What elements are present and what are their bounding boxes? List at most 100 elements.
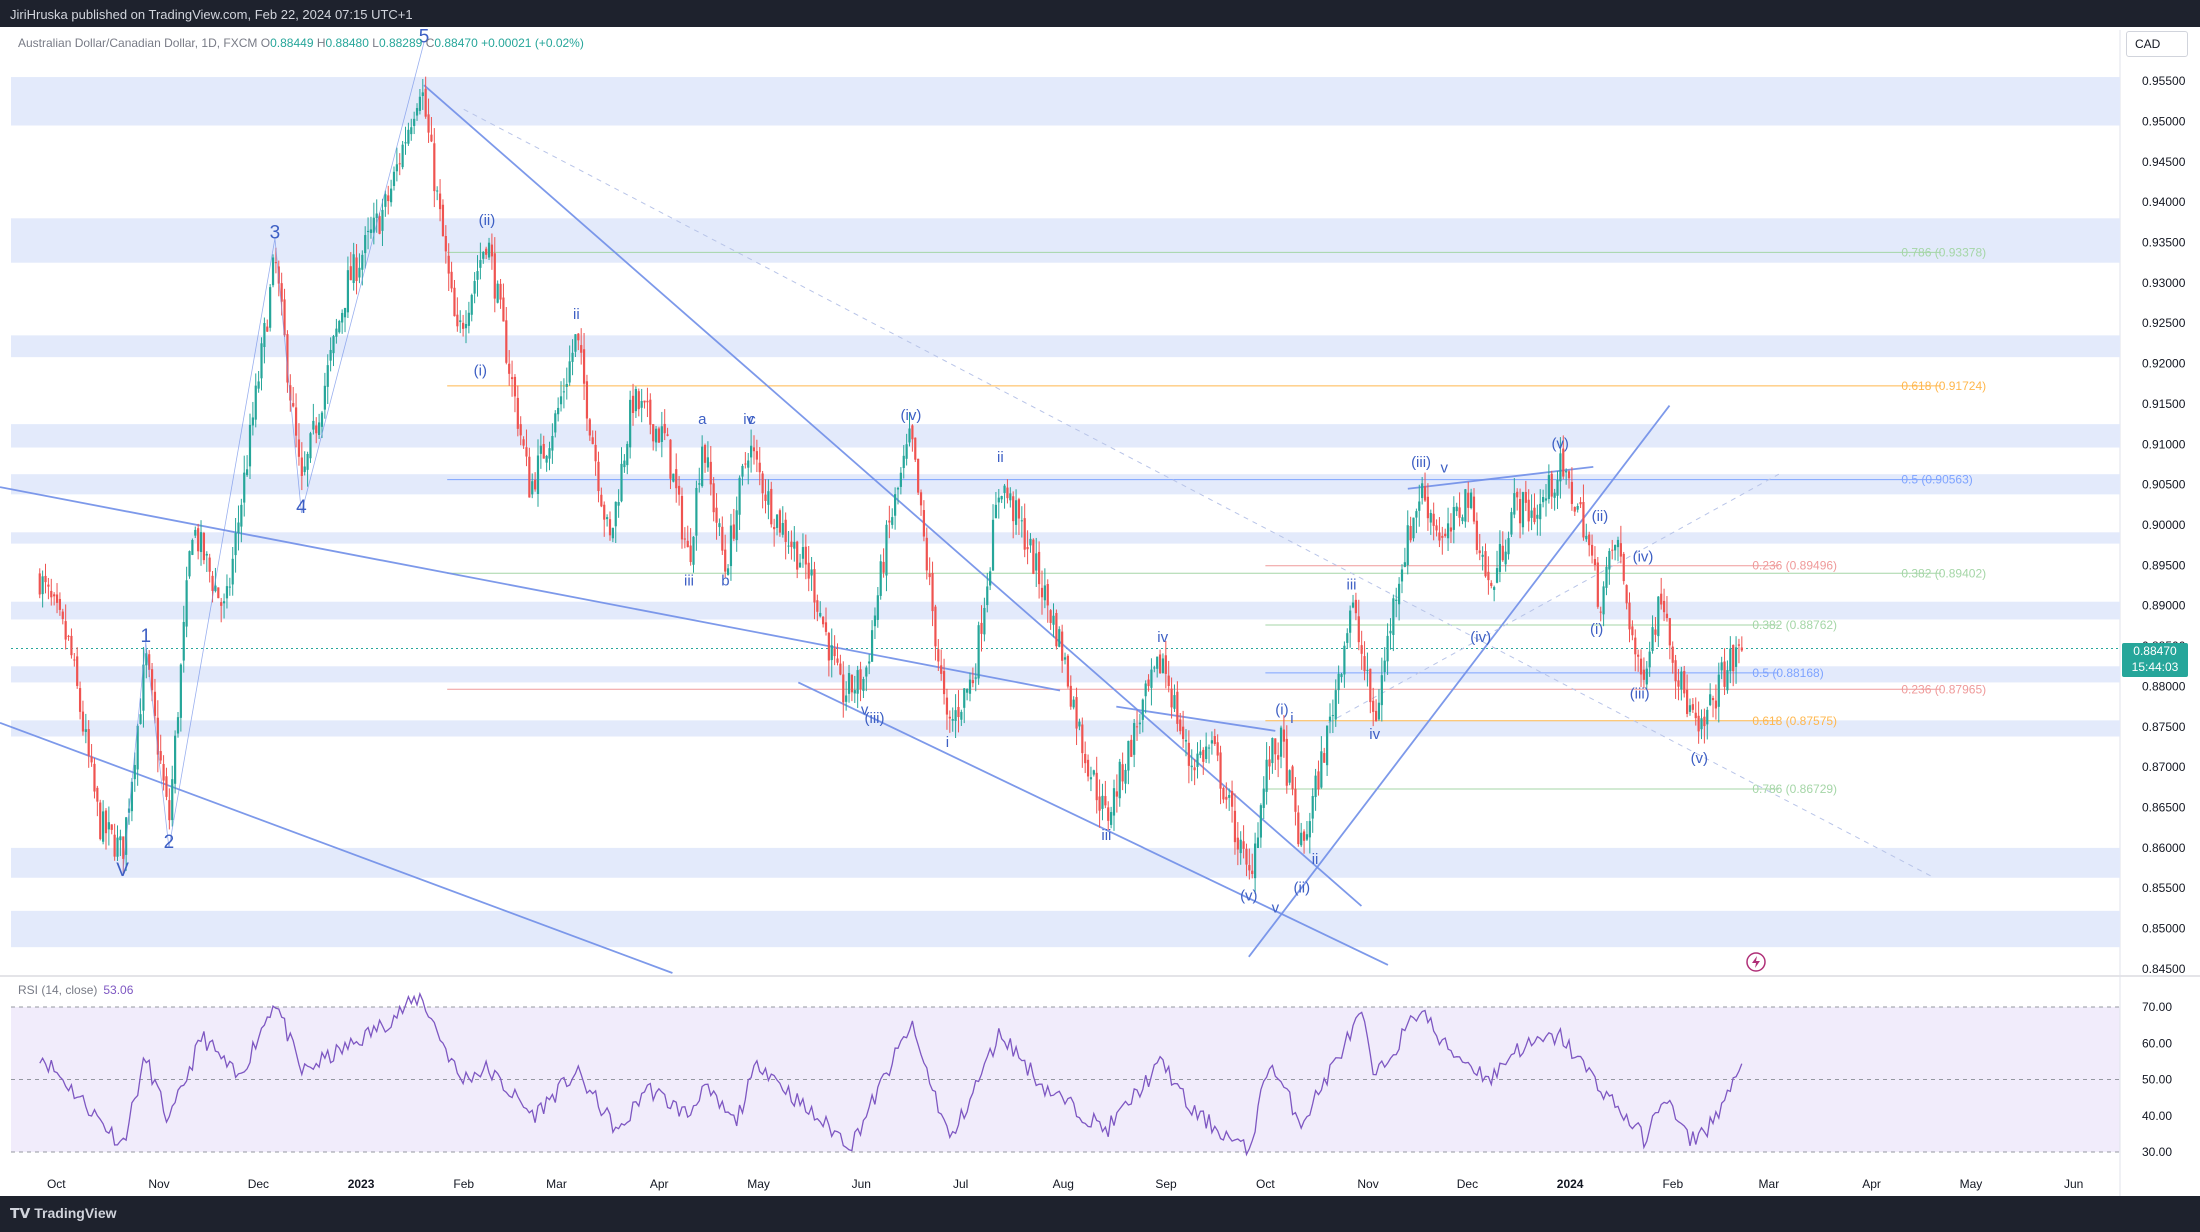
elliott-wave-label: (v) — [1691, 750, 1709, 767]
candle-body — [1164, 655, 1167, 674]
candle-body — [231, 558, 234, 585]
candle-body — [110, 824, 113, 830]
candle-body — [611, 527, 614, 539]
candle-body — [528, 456, 531, 498]
elliott-wave-label: 2 — [164, 832, 175, 853]
fib-level-label: 0.382 (0.88762) — [1752, 618, 1837, 632]
candle-body — [1285, 738, 1288, 786]
candle-body — [1654, 629, 1657, 635]
price-tick-label: 0.90000 — [2142, 518, 2186, 532]
candle-body — [1187, 742, 1190, 766]
candle-body — [418, 96, 422, 111]
candle-body — [462, 322, 465, 329]
candle-body — [1372, 700, 1375, 712]
rsi-line — [39, 991, 1743, 1157]
footer-bar: 𝗧𝗩 TradingView — [0, 1196, 2200, 1232]
elliott-wave-label: (iv) — [901, 407, 922, 424]
candle-body — [562, 391, 566, 393]
candle-body — [1084, 753, 1087, 764]
elliott-wave-label: 4 — [296, 497, 307, 518]
elliott-wave-label: iii — [1101, 827, 1111, 844]
candle-body — [833, 648, 836, 657]
candle-body — [1446, 523, 1450, 539]
candle-body — [237, 522, 240, 534]
candle-body — [1562, 448, 1565, 477]
candle-body — [116, 837, 119, 857]
candle-body — [1475, 520, 1478, 551]
support-resistance-zone — [11, 666, 2120, 683]
candle-body — [764, 494, 767, 501]
close-label: C — [425, 36, 435, 50]
candle-body — [1498, 544, 1502, 572]
tradingview-logo[interactable]: 𝗧𝗩 TradingView — [10, 1205, 117, 1222]
candle-body — [1170, 688, 1173, 708]
candle-body — [1573, 507, 1576, 512]
candle-body — [1121, 764, 1124, 782]
candle-body — [220, 602, 223, 606]
candle-body — [1112, 788, 1116, 816]
candle-body — [1464, 489, 1467, 522]
elliott-wave-label: (iv) — [1470, 629, 1491, 646]
candle-body — [355, 257, 358, 281]
candle-body — [122, 836, 125, 859]
candle-body — [784, 519, 787, 542]
chart-canvas[interactable]: 0.786 (0.93378) 0.618 (0.91724) 0.5 (0.905… — [0, 27, 2200, 1196]
candle-body — [531, 481, 534, 495]
candle-body — [1055, 612, 1058, 647]
currency-button[interactable]: CAD — [2126, 31, 2188, 57]
candle-body — [551, 435, 554, 451]
candle-body — [709, 461, 712, 485]
candle-body — [176, 717, 180, 734]
candle-body — [1317, 771, 1320, 790]
candle-body — [931, 572, 934, 612]
candle-body — [41, 576, 44, 595]
candle-body — [1691, 704, 1694, 710]
candle-body — [1213, 736, 1216, 744]
candle-body — [1421, 483, 1424, 499]
candle-body — [750, 445, 753, 458]
candle-body — [1058, 629, 1061, 647]
candle-body — [318, 422, 321, 436]
candle-body — [914, 437, 917, 460]
support-resistance-zone — [11, 77, 2120, 126]
candle-body — [1115, 791, 1118, 797]
candle-body — [1449, 527, 1453, 532]
candle-body — [1150, 669, 1153, 688]
wave-connector — [122, 42, 425, 877]
candle-body — [156, 717, 159, 755]
candle-body — [801, 547, 805, 559]
candle-body — [208, 557, 211, 572]
candle-body — [280, 283, 283, 302]
candle-body — [1671, 646, 1674, 663]
candle-body — [202, 532, 206, 561]
candle-body — [715, 507, 718, 523]
candle-body — [643, 400, 646, 403]
candle-body — [1694, 712, 1697, 719]
candle-body — [557, 407, 560, 415]
candle-body — [211, 575, 214, 591]
candle-body — [1662, 600, 1666, 613]
time-tick-label: Oct — [47, 1177, 66, 1191]
candle-body — [47, 584, 50, 587]
candle-body — [989, 571, 992, 586]
candle-body — [266, 326, 269, 332]
alert-lightning-icon — [1746, 952, 1766, 972]
candle-body — [1210, 740, 1214, 744]
candle-body — [680, 496, 684, 540]
fib-level-label: 0.236 (0.89496) — [1752, 559, 1837, 573]
time-tick-label: Aug — [1053, 1177, 1074, 1191]
candle-body — [274, 262, 278, 264]
candle-body — [1320, 751, 1323, 788]
candle-body — [790, 541, 793, 548]
candle-body — [297, 439, 301, 457]
support-resistance-zone — [11, 218, 2120, 263]
candle-body — [1406, 525, 1409, 566]
candle-body — [1158, 654, 1162, 674]
candle-body — [902, 455, 905, 469]
candle-body — [1709, 694, 1712, 706]
time-tick-label: Dec — [248, 1177, 269, 1191]
candle-body — [594, 444, 597, 462]
candle-body — [1182, 726, 1185, 740]
candle-body — [706, 457, 710, 468]
support-resistance-zone — [11, 847, 2120, 878]
